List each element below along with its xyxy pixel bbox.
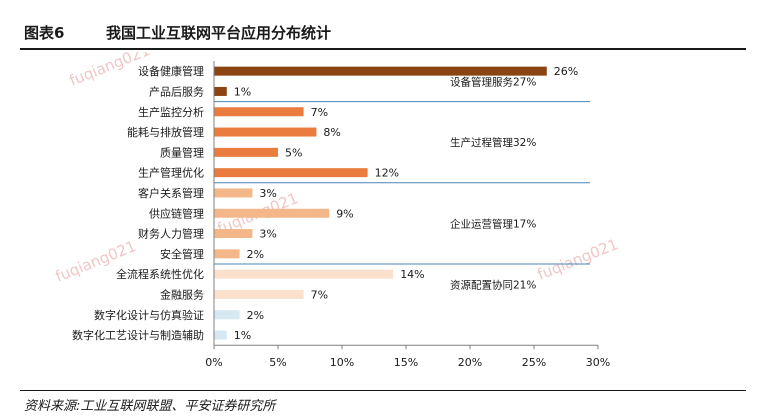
category-label: 金融服务: [160, 287, 204, 301]
watermark-text: fuqiang021: [535, 235, 621, 284]
group-label: 资源配置协同21%: [450, 278, 536, 291]
figure-title: 我国工业互联网平台应用分布统计: [106, 24, 332, 42]
category-label: 供应链管理: [149, 206, 204, 220]
bar: [214, 127, 317, 137]
source-footer: 资料来源:工业互联网联盟、平安证券研究所: [20, 390, 746, 417]
figure-header: 图表6 我国工业互联网平台应用分布统计: [20, 18, 746, 50]
bar: [214, 188, 253, 198]
category-label: 安全管理: [160, 247, 204, 261]
data-label: 3%: [259, 187, 276, 200]
category-label: 生产管理优化: [138, 166, 204, 180]
bar: [214, 147, 278, 157]
bar: [214, 66, 547, 76]
data-label: 14%: [400, 268, 424, 281]
group-label: 设备管理服务27%: [450, 75, 536, 88]
category-label: 质量管理: [160, 145, 204, 159]
x-tick-label: 0%: [205, 356, 222, 369]
data-label: 1%: [234, 85, 251, 98]
x-tick-label: 25%: [522, 356, 546, 369]
category-label: 数字化设计与仿真验证: [94, 308, 204, 322]
category-label: 数字化工艺设计与制造辅助: [72, 328, 204, 342]
category-label: 生产监控分析: [138, 105, 204, 119]
bar: [214, 208, 330, 218]
data-label: 7%: [311, 288, 328, 301]
bar: [214, 269, 394, 279]
category-label: 设备健康管理: [138, 64, 204, 78]
data-label: 26%: [554, 65, 578, 78]
bar: [214, 310, 240, 320]
x-tick-label: 15%: [394, 356, 418, 369]
category-label: 能耗与排放管理: [127, 125, 204, 139]
data-label: 3%: [259, 228, 276, 241]
category-label: 产品后服务: [149, 84, 204, 98]
data-label: 5%: [285, 146, 302, 159]
data-label: 9%: [336, 207, 353, 220]
data-label: 12%: [375, 167, 399, 180]
category-label: 全流程系统性优化: [116, 267, 204, 281]
x-tick-label: 20%: [458, 356, 482, 369]
x-tick-label: 5%: [269, 356, 286, 369]
x-tick-label: 10%: [330, 356, 354, 369]
data-label: 2%: [247, 248, 264, 261]
group-label: 企业运营管理17%: [450, 217, 536, 230]
bar: [214, 107, 304, 117]
source-note: 资料来源:工业互联网联盟、平安证券研究所: [24, 399, 276, 414]
category-label: 财务人力管理: [138, 227, 204, 241]
figure-label: 图表6: [24, 24, 65, 42]
bar: [214, 168, 368, 178]
data-label: 7%: [311, 106, 328, 119]
chart-area: fuqiang021 fuqiang021 fuqiang021 fuqiang021…: [20, 41, 746, 382]
bar: [214, 289, 304, 299]
data-label: 2%: [247, 309, 264, 322]
bar: [214, 249, 240, 259]
data-label: 1%: [234, 329, 251, 342]
data-label: 8%: [323, 126, 340, 139]
category-label: 客户关系管理: [138, 186, 204, 200]
bar: [214, 86, 227, 96]
bar: [214, 330, 227, 340]
x-tick-label: 30%: [586, 356, 610, 369]
group-label: 生产过程管理32%: [450, 136, 536, 149]
bar: [214, 229, 253, 239]
